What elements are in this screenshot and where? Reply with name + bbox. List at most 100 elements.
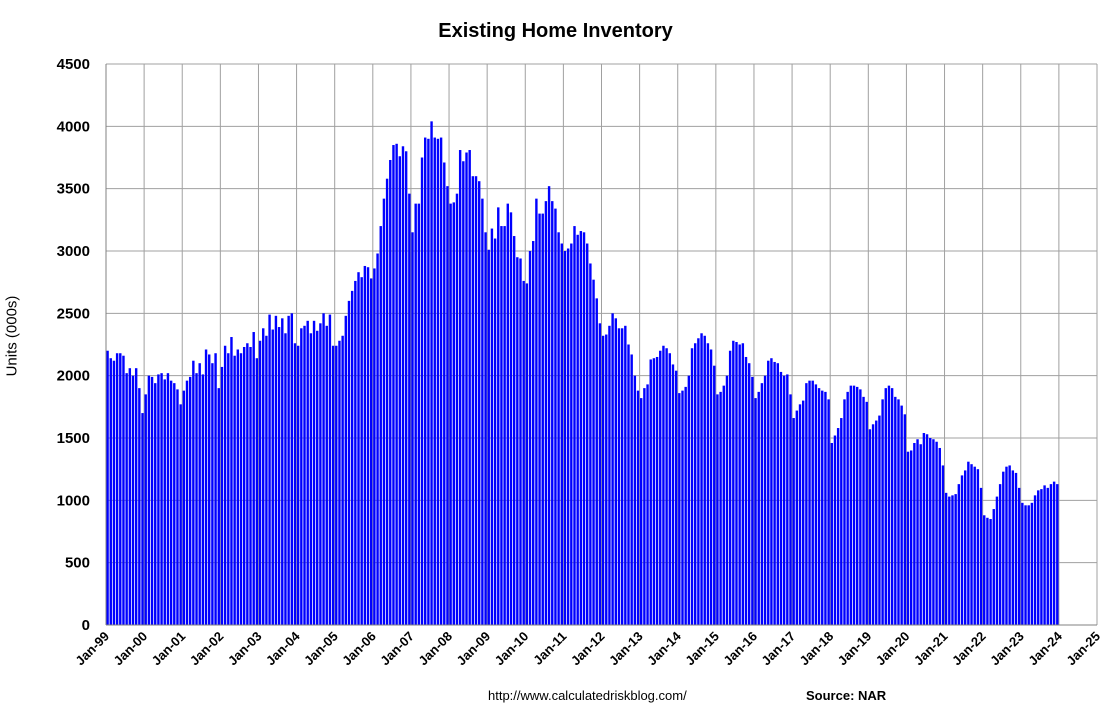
- bar-138: [544, 201, 548, 625]
- bar-196: [728, 350, 732, 625]
- chart-title: Existing Home Inventory: [438, 20, 673, 42]
- bar-155: [598, 323, 602, 625]
- bar-216: [792, 418, 795, 625]
- bar-54: [277, 327, 281, 625]
- bar-247: [890, 388, 894, 625]
- source-note: Source: NAR: [806, 688, 887, 703]
- y-tick-label-3: 1500: [57, 430, 90, 447]
- bar-299: [1056, 484, 1059, 625]
- bar-69: [325, 325, 328, 625]
- bar-219: [801, 400, 805, 625]
- bar-10: [138, 388, 141, 625]
- bar-297: [1049, 484, 1053, 625]
- bar-98: [417, 203, 421, 625]
- bar-273: [973, 466, 976, 625]
- bar-64: [309, 333, 313, 625]
- bar-164: [627, 344, 630, 625]
- bar-57: [287, 315, 290, 625]
- bar-49: [262, 328, 265, 625]
- x-tick-label-8: Jan-07: [377, 629, 417, 669]
- x-tick-labels: Jan-99Jan-00Jan-01Jan-02Jan-03Jan-04Jan-…: [72, 628, 1103, 668]
- bar-100: [424, 137, 427, 626]
- bar-261: [935, 441, 938, 625]
- bar-series: [106, 121, 1059, 626]
- bar-63: [306, 320, 309, 625]
- bar-239: [865, 401, 868, 625]
- bar-39: [230, 337, 233, 625]
- bar-148: [576, 234, 579, 626]
- bar-257: [922, 433, 926, 625]
- bar-289: [1024, 505, 1027, 625]
- bar-185: [693, 343, 697, 625]
- bar-203: [751, 376, 754, 625]
- bar-189: [706, 343, 710, 625]
- bar-29: [198, 363, 201, 625]
- bar-208: [767, 360, 770, 625]
- bar-25: [185, 380, 189, 625]
- bar-106: [443, 162, 446, 626]
- x-tick-label-2: Jan-01: [149, 629, 189, 669]
- x-tick-label-5: Jan-04: [263, 628, 303, 668]
- bar-85: [376, 253, 379, 626]
- bar-62: [303, 325, 306, 625]
- bar-41: [236, 349, 240, 625]
- bar-24: [182, 390, 186, 625]
- bar-84: [373, 268, 376, 625]
- y-tick-label-9: 4500: [57, 56, 90, 73]
- bar-220: [805, 383, 808, 625]
- bar-70: [328, 314, 332, 625]
- bar-281: [998, 484, 1002, 625]
- bar-8: [131, 375, 135, 625]
- bar-19: [166, 373, 170, 625]
- bar-147: [573, 226, 576, 625]
- bar-254: [913, 442, 916, 625]
- bar-91: [395, 143, 398, 626]
- bar-240: [868, 429, 872, 625]
- bar-145: [566, 248, 570, 625]
- bar-123: [497, 207, 500, 625]
- x-tick-label-0: Jan-99: [72, 629, 112, 669]
- bar-159: [611, 313, 614, 625]
- bar-128: [512, 236, 516, 626]
- bar-241: [871, 424, 875, 625]
- bar-117: [478, 181, 481, 625]
- bar-74: [341, 335, 344, 625]
- bar-141: [554, 208, 557, 626]
- bar-274: [976, 469, 980, 625]
- bar-23: [179, 404, 182, 625]
- bar-42: [239, 353, 243, 625]
- bar-215: [789, 394, 792, 625]
- bar-174: [659, 350, 662, 625]
- bar-226: [824, 391, 827, 625]
- bar-130: [519, 258, 522, 625]
- bar-135: [535, 198, 538, 625]
- bar-28: [195, 373, 198, 625]
- bar-96: [411, 232, 414, 626]
- bar-255: [916, 439, 919, 625]
- bar-116: [474, 176, 478, 625]
- bar-167: [636, 390, 640, 625]
- bar-27: [192, 360, 195, 625]
- bar-30: [201, 374, 205, 625]
- bar-120: [487, 249, 490, 625]
- bar-45: [249, 346, 252, 625]
- bar-149: [579, 231, 583, 626]
- bar-250: [900, 405, 903, 625]
- bar-277: [986, 517, 989, 625]
- bar-224: [817, 388, 821, 625]
- bar-56: [284, 333, 287, 625]
- bar-118: [481, 198, 484, 625]
- bar-192: [716, 394, 719, 625]
- bar-4: [119, 353, 122, 625]
- bar-104: [436, 138, 440, 626]
- bar-38: [227, 353, 230, 625]
- bar-168: [640, 398, 643, 625]
- bar-251: [903, 414, 907, 625]
- bar-218: [798, 404, 802, 625]
- x-tick-label-18: Jan-17: [758, 629, 798, 669]
- bar-153: [592, 279, 595, 625]
- bar-235: [852, 385, 856, 625]
- bar-5: [122, 355, 125, 625]
- bar-71: [331, 345, 335, 625]
- bar-221: [808, 380, 811, 625]
